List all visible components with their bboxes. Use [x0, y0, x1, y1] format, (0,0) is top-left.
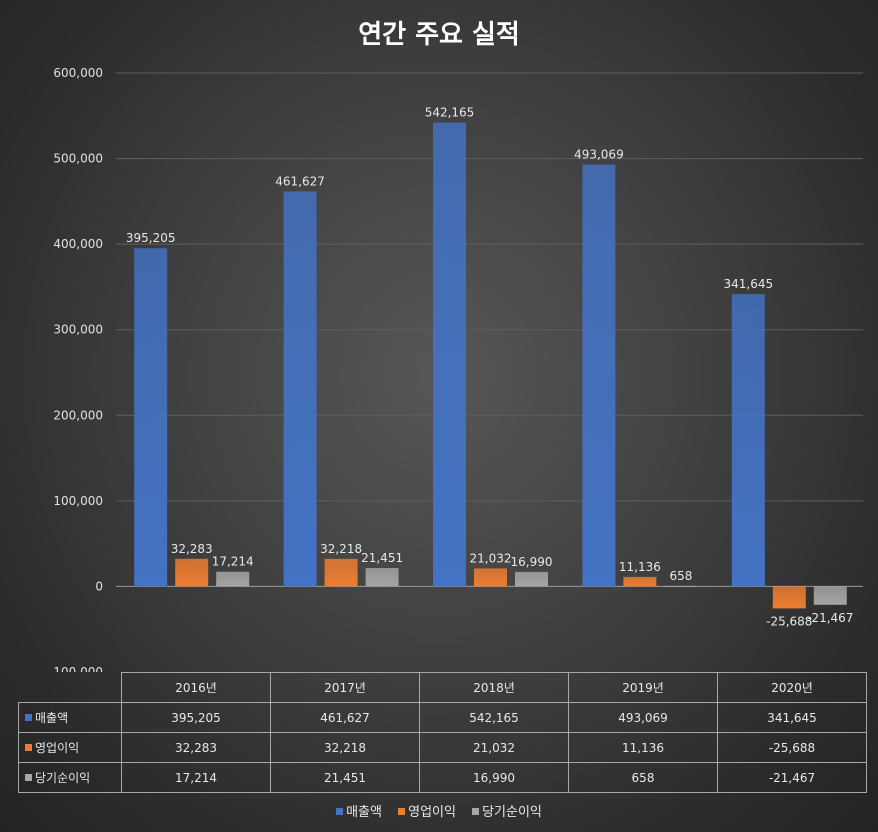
bar	[365, 568, 399, 587]
bar	[216, 571, 250, 587]
bar	[582, 164, 616, 587]
bar	[813, 586, 847, 605]
chart-title: 연간 주요 실적	[358, 20, 520, 50]
table-cell: -21,467	[717, 762, 867, 793]
data-label: 32,218	[320, 542, 362, 556]
legend-key-operating-profit	[25, 744, 32, 751]
data-label: -21,467	[807, 611, 853, 625]
table-cell: -25,688	[717, 732, 867, 763]
legend: 매출액 영업이익 당기순이익	[0, 801, 878, 820]
bar	[324, 558, 358, 587]
row-label: 당기순이익	[35, 771, 91, 785]
row-label: 영업이익	[35, 741, 80, 755]
bar	[175, 558, 209, 587]
table-cell: 32,283	[121, 732, 271, 763]
table-cell: 16,990	[419, 762, 569, 793]
table-row: 당기순이익 17,214 21,451 16,990 658 -21,467	[18, 762, 867, 793]
data-label: 11,136	[619, 560, 661, 574]
table-cell: 658	[568, 762, 718, 793]
row-label: 매출액	[35, 711, 69, 725]
legend-item: 영업이익	[398, 801, 456, 820]
bar	[664, 585, 698, 587]
data-label: 395,205	[126, 231, 176, 245]
y-tick-label: 200,000	[53, 408, 103, 422]
table-row: 매출액 395,205 461,627 542,165 493,069 341,…	[18, 702, 867, 733]
legend-key-net-income	[25, 774, 32, 781]
data-label: 21,032	[470, 551, 512, 565]
legend-swatch	[398, 808, 406, 815]
table-row-header: 당기순이익	[18, 762, 122, 793]
data-label: 493,069	[574, 148, 624, 162]
legend-label: 매출액	[346, 805, 382, 820]
y-tick-label: 600,000	[53, 66, 103, 80]
y-tick-label: 400,000	[53, 237, 103, 251]
bar	[283, 191, 317, 587]
legend-swatch	[336, 808, 344, 815]
data-label: 341,645	[723, 277, 773, 291]
bar	[623, 576, 657, 587]
table-header-cell: 2017년	[270, 672, 420, 703]
y-tick-label: 100,000	[53, 494, 103, 508]
legend-key-sales	[25, 714, 32, 721]
table-header-cell: 2019년	[568, 672, 718, 703]
legend-item: 매출액	[336, 801, 382, 820]
data-label: 17,214	[212, 555, 254, 569]
bar	[134, 248, 168, 587]
table-cell: 32,218	[270, 732, 420, 763]
data-label: 542,165	[425, 105, 475, 119]
table-header-cell: 2020년	[717, 672, 867, 703]
data-label: 16,990	[511, 555, 553, 569]
table-row-header: 매출액	[18, 702, 122, 733]
table-header-cell: 2018년	[419, 672, 569, 703]
table-row-header: 영업이익	[18, 732, 122, 763]
legend-swatch	[472, 808, 480, 815]
table-row: 영업이익 32,283 32,218 21,032 11,136 -25,688	[18, 732, 867, 763]
data-label: 658	[669, 569, 692, 583]
bar	[772, 586, 806, 609]
data-label: -25,688	[766, 614, 812, 628]
bar	[474, 568, 507, 587]
data-label: 21,451	[361, 551, 403, 565]
bar	[731, 294, 765, 587]
table-cell: 21,032	[419, 732, 569, 763]
data-label: 461,627	[275, 174, 325, 188]
legend-item: 당기순이익	[472, 801, 542, 820]
table-cell: 542,165	[419, 702, 569, 733]
data-label: 32,283	[171, 542, 213, 556]
table-cell: 461,627	[270, 702, 420, 733]
y-tick-label: 0	[95, 579, 103, 593]
y-tick-label: -100,000	[49, 665, 103, 672]
legend-label: 영업이익	[408, 805, 456, 820]
table-header-row: 2016년 2017년 2018년 2019년 2020년	[18, 672, 867, 703]
table-cell: 341,645	[717, 702, 867, 733]
table-cell: 493,069	[568, 702, 718, 733]
table-cell: 395,205	[121, 702, 271, 733]
table-cell: 17,214	[121, 762, 271, 793]
table-cell: 11,136	[568, 732, 718, 763]
bar	[515, 571, 548, 587]
table-header-cell: 2016년	[121, 672, 271, 703]
data-table: 2016년 2017년 2018년 2019년 2020년 매출액 395,20…	[18, 672, 867, 793]
y-tick-label: 500,000	[53, 152, 103, 166]
legend-label: 당기순이익	[482, 805, 542, 820]
table-cell: 21,451	[270, 762, 420, 793]
y-tick-label: 300,000	[53, 323, 103, 337]
chart-plot-area: 600,000 500,000 400,000 300,000 200,000 100,0…	[49, 66, 863, 672]
bar	[433, 122, 466, 587]
table-corner	[18, 672, 122, 703]
